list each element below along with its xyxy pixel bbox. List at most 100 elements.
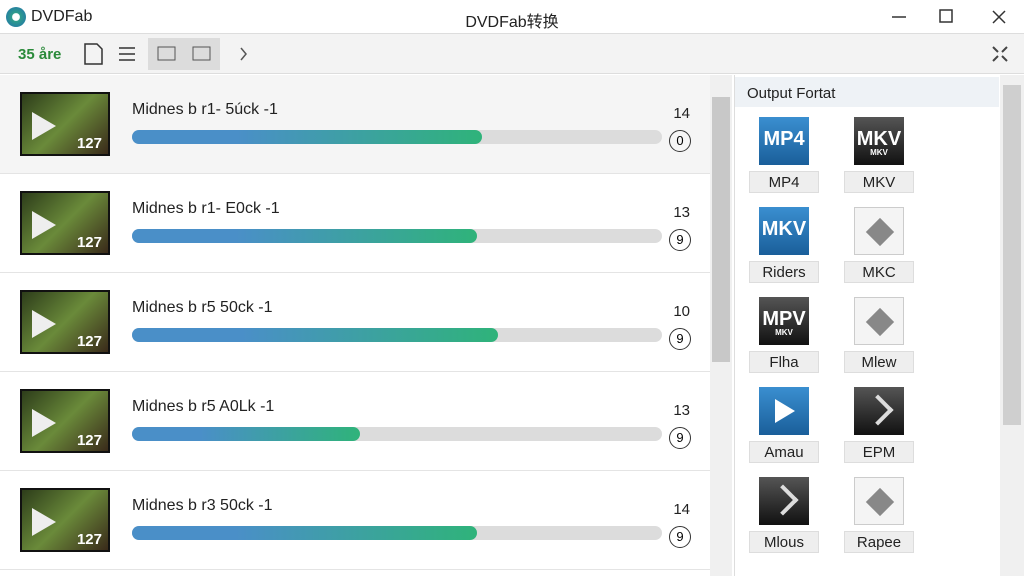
window-controls[interactable] — [880, 0, 1024, 34]
format-icon — [759, 387, 809, 435]
progress-fill — [132, 328, 498, 342]
thumb-play — [32, 310, 56, 338]
format-label: MKC — [844, 261, 914, 283]
task-count: 10 — [673, 303, 690, 320]
settings-icon[interactable] — [990, 44, 1010, 64]
icon-glyph — [865, 217, 895, 247]
format-icon — [759, 477, 809, 525]
task-row[interactable]: 127 Midnes b r5 50ck -1 10 9 — [0, 273, 710, 372]
format-tile[interactable]: MPV MKV Flha — [749, 297, 819, 379]
progress-fill — [132, 130, 482, 144]
window-title: DVDFab转换 — [465, 14, 559, 31]
progress-track — [132, 130, 662, 144]
task-title: Midnes b r5 50ck -1 — [132, 299, 273, 316]
progress-track — [132, 328, 662, 342]
format-tile[interactable]: MKV Riders — [749, 207, 819, 289]
thumbnail: 127 — [20, 488, 110, 552]
format-label: EPM — [844, 441, 914, 463]
task-title: Midnes b r3 50ck -1 — [132, 497, 273, 514]
progress-fill — [132, 427, 360, 441]
task-count: 13 — [673, 402, 690, 419]
thumb-play — [32, 409, 56, 437]
icon-glyph — [865, 307, 895, 337]
thumb-label: 127 — [76, 333, 102, 350]
thumb-play — [32, 508, 56, 536]
format-label: Flha — [749, 351, 819, 373]
task-count: 14 — [673, 501, 690, 518]
format-icon — [854, 297, 904, 345]
thumb-play — [32, 112, 56, 140]
icon-text: MKV — [761, 218, 807, 240]
format-tile[interactable]: EPM — [844, 387, 914, 469]
icon-glyph — [862, 394, 894, 426]
format-icon — [854, 387, 904, 435]
thumbnail: 127 — [20, 389, 110, 453]
task-badge: 9 — [669, 526, 691, 548]
format-label: Amau — [749, 441, 819, 463]
list-scrollbar[interactable] — [710, 75, 732, 576]
thumb-label: 127 — [76, 234, 102, 251]
format-icon — [854, 477, 904, 525]
format-tile[interactable]: Rapee — [844, 477, 914, 559]
format-label: MP4 — [749, 171, 819, 193]
format-label: MKV — [844, 171, 914, 193]
thumbnail: 127 — [20, 191, 110, 255]
task-badge: 0 — [669, 130, 691, 152]
format-tile[interactable]: Mlew — [844, 297, 914, 379]
task-list: 127 Midnes b r1- 5úck -1 14 0 127 Midnes b r1… — [0, 75, 710, 576]
icon-subtext: MKV — [870, 148, 888, 157]
app-icon — [6, 7, 26, 27]
icon-text: MKV — [856, 128, 902, 150]
progress-fill — [132, 526, 477, 540]
format-label: Riders — [749, 261, 819, 283]
task-row[interactable]: 127 Midnes b r3 50ck -1 14 9 — [0, 471, 710, 570]
toolbar-label[interactable]: 35 åre — [18, 46, 62, 63]
format-icon: MKV MKV — [854, 117, 904, 165]
task-badge: 9 — [669, 328, 691, 350]
task-title: Midnes b r1- E0ck -1 — [132, 200, 280, 217]
panel-scrollbar[interactable] — [1000, 75, 1024, 576]
format-label: Mlew — [844, 351, 914, 373]
output-panel: Output Fortat MP4 MP4 MKV MKV MKV MKV Riders MK… — [734, 75, 1000, 576]
format-icon — [854, 207, 904, 255]
panel-header: Output Fortat — [735, 77, 999, 107]
thumbnail: 127 — [20, 290, 110, 354]
format-icon: MP4 — [759, 117, 809, 165]
thumbnail: 127 — [20, 92, 110, 156]
format-tile[interactable]: MP4 MP4 — [749, 117, 819, 199]
title-bar: DVDFab DVDFab转换 — [0, 0, 1024, 34]
task-badge: 9 — [669, 427, 691, 449]
thumb-label: 127 — [76, 531, 102, 548]
progress-track — [132, 526, 662, 540]
scroll-thumb[interactable] — [1003, 85, 1021, 425]
task-title: Midnes b r1- 5úck -1 — [132, 101, 278, 118]
icon-subtext: MKV — [775, 328, 793, 337]
format-tile[interactable]: MKC — [844, 207, 914, 289]
thumb-play — [32, 211, 56, 239]
icon-glyph — [767, 484, 799, 516]
format-icon: MKV — [759, 207, 809, 255]
task-row[interactable]: 127 Midnes b r1- 5úck -1 14 0 — [0, 75, 710, 174]
scroll-thumb[interactable] — [712, 97, 730, 362]
progress-fill — [132, 229, 477, 243]
panel-title: Output Fortat — [747, 85, 836, 102]
thumb-label: 127 — [76, 135, 102, 152]
toolbar-icons[interactable] — [80, 34, 260, 74]
format-label: Rapee — [844, 531, 914, 553]
task-count: 14 — [673, 105, 690, 122]
app-name: DVDFab — [31, 8, 93, 25]
task-row[interactable]: 127 Midnes b r5 A0Lk -1 13 9 — [0, 372, 710, 471]
progress-track — [132, 229, 662, 243]
task-row[interactable]: 127 Midnes b r1- E0ck -1 13 9 — [0, 174, 710, 273]
toolbar: 35 åre — [0, 34, 1024, 74]
icon-text: MPV — [762, 308, 806, 330]
icon-glyph — [775, 399, 795, 423]
format-tile[interactable]: Amau — [749, 387, 819, 469]
format-tile[interactable]: Mlous — [749, 477, 819, 559]
task-title: Midnes b r5 A0Lk -1 — [132, 398, 275, 415]
task-count: 13 — [673, 204, 690, 221]
thumb-label: 127 — [76, 432, 102, 449]
format-tile[interactable]: MKV MKV MKV — [844, 117, 914, 199]
format-label: Mlous — [749, 531, 819, 553]
